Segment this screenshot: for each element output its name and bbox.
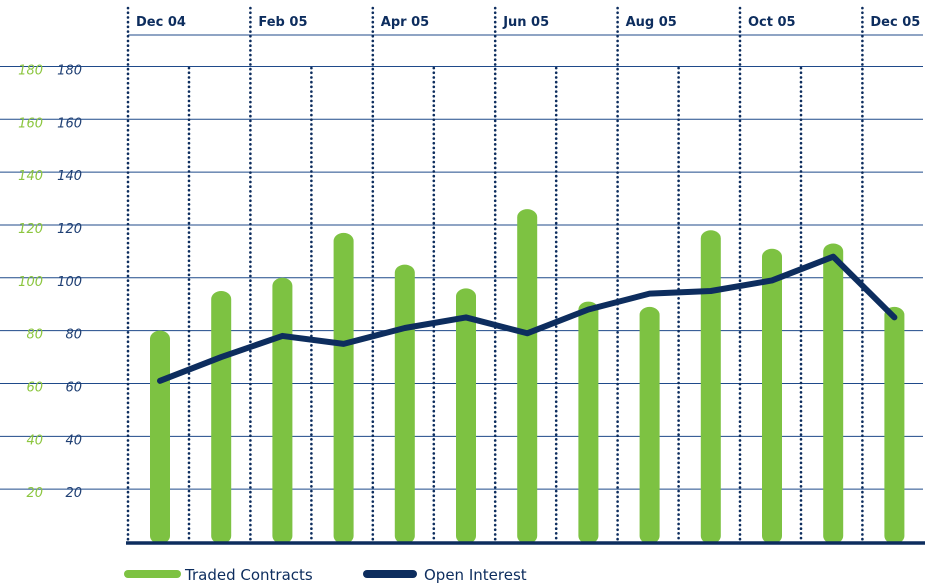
bar-nov-05 (823, 243, 844, 545)
bar-aug-05 (639, 306, 660, 544)
month-label-dec-05: Dec 05 (870, 15, 920, 30)
month-label-feb-05: Feb 05 (258, 15, 307, 30)
y-tick-left-60: 60 (26, 380, 43, 395)
y-tick-right-60: 60 (65, 380, 82, 395)
y-tick-left-180: 180 (18, 63, 43, 78)
y-tick-right-40: 40 (65, 433, 82, 448)
month-label-apr-05: Apr 05 (381, 15, 429, 30)
legend: Traded Contracts Open Interest (124, 566, 527, 584)
bar-jan-05 (211, 291, 232, 544)
bar-dec-04 (150, 330, 170, 544)
open-interest-line (157, 253, 898, 384)
y-tick-left-20: 20 (26, 486, 43, 501)
bar-jun-05 (517, 209, 538, 544)
y-tick-labels: 20 20 40 40 60 60 80 80 100 100 120 120 140 140 160 160… (18, 63, 82, 501)
bar-may-05 (456, 288, 476, 544)
y-tick-right-100: 100 (57, 275, 82, 290)
vertical-dotted-gridlines (126, 6, 864, 544)
open-interest-line-group (157, 253, 898, 384)
bar-dec-05 (884, 306, 905, 544)
y-tick-right-80: 80 (65, 328, 82, 343)
y-tick-left-160: 160 (18, 116, 43, 131)
month-label-jun-05: Jun 05 (502, 15, 549, 30)
bar-apr-05 (394, 264, 415, 544)
month-label-dec-04: Dec 04 (136, 15, 186, 30)
legend-label-open-interest: Open Interest (424, 566, 527, 584)
y-tick-right-20: 20 (65, 486, 82, 501)
y-tick-left-140: 140 (18, 169, 43, 184)
legend-label-traded-contracts: Traded Contracts (184, 566, 313, 584)
bar-oct-05 (762, 248, 782, 544)
y-tick-right-180: 180 (57, 63, 82, 78)
y-tick-left-80: 80 (26, 328, 43, 343)
y-tick-left-40: 40 (26, 433, 43, 448)
traded-contracts-bars (150, 209, 905, 545)
y-tick-right-160: 160 (57, 116, 82, 131)
bar-feb-05 (272, 277, 293, 544)
bar-jul-05 (578, 301, 599, 544)
month-labels: Dec 04 Feb 05 Apr 05 Jun 05 Aug 05 Oct 05 Dec … (136, 15, 920, 30)
y-tick-right-140: 140 (57, 169, 82, 184)
bar-mar-05 (333, 232, 354, 545)
y-tick-right-120: 120 (57, 222, 82, 237)
y-tick-left-100: 100 (18, 275, 43, 290)
month-label-aug-05: Aug 05 (626, 15, 677, 30)
bar-sep-05 (700, 230, 721, 544)
y-tick-left-120: 120 (18, 222, 43, 237)
month-label-oct-05: Oct 05 (748, 15, 796, 30)
